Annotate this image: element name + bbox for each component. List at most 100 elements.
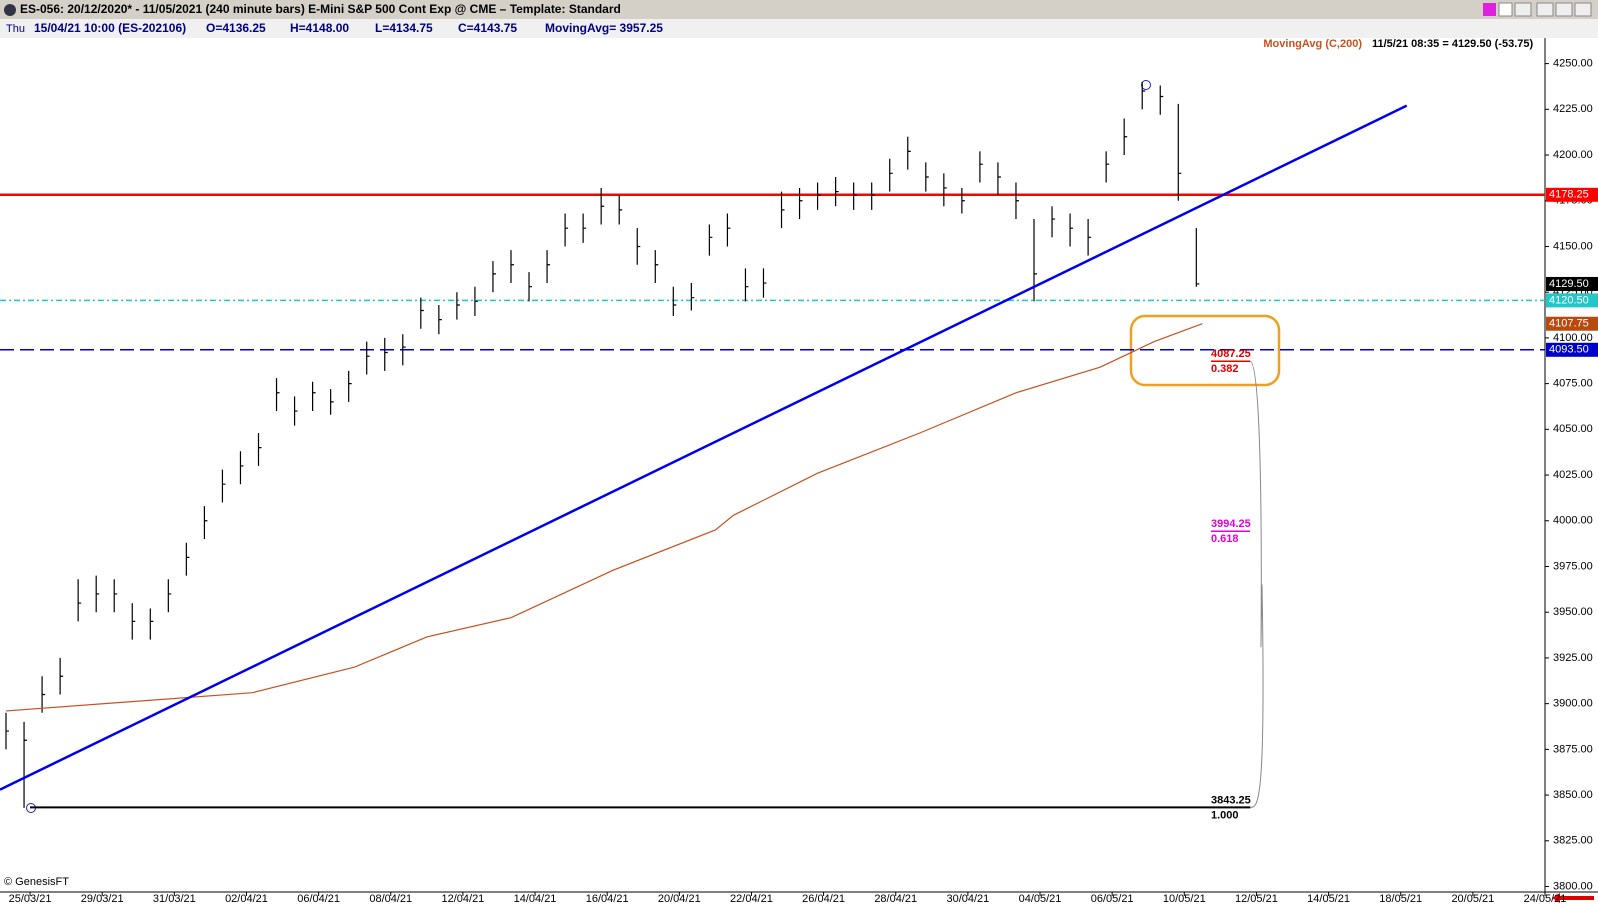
x-tick-label: 02/04/21 bbox=[225, 893, 268, 904]
price-bar bbox=[239, 451, 244, 485]
restore-button[interactable] bbox=[1555, 2, 1573, 17]
price-bar bbox=[816, 182, 821, 210]
price-bar bbox=[943, 173, 947, 207]
app-icon bbox=[4, 4, 16, 16]
fib-ratio: 0.618 bbox=[1211, 533, 1239, 545]
fib-price: 3994.25 bbox=[1211, 518, 1251, 530]
price-bar bbox=[23, 721, 28, 808]
price-bar bbox=[925, 162, 929, 192]
y-tick-label: 4100.00 bbox=[1553, 332, 1593, 344]
x-tick-label: 30/04/21 bbox=[946, 893, 989, 904]
bar-info: 15/04/21 10:00 (ES-202106) bbox=[34, 21, 186, 35]
price-bar bbox=[564, 213, 569, 247]
x-tick-label: 10/05/21 bbox=[1163, 893, 1206, 904]
price-bar bbox=[384, 337, 388, 371]
price-marker bbox=[1546, 316, 1598, 331]
price-bar bbox=[474, 286, 478, 316]
price-bar bbox=[907, 136, 911, 170]
window-buttons[interactable] bbox=[1483, 2, 1592, 17]
price-marker-label: 4178.25 bbox=[1549, 189, 1589, 201]
title-bar bbox=[0, 0, 1598, 19]
price-marker-label: 4093.50 bbox=[1549, 344, 1589, 356]
price-bar bbox=[438, 304, 442, 335]
price-bar bbox=[1141, 81, 1146, 110]
price-bar bbox=[546, 250, 551, 284]
x-tick-label: 04/05/21 bbox=[1019, 893, 1062, 904]
price-bar bbox=[366, 341, 370, 375]
x-tick-label: 31/03/21 bbox=[153, 893, 196, 904]
price-bar bbox=[690, 283, 695, 311]
fib-ratio: 1.000 bbox=[1211, 809, 1239, 821]
low: L=4134.75 bbox=[375, 21, 433, 35]
y-tick-label: 3875.00 bbox=[1553, 743, 1593, 755]
price-bar bbox=[762, 268, 767, 298]
price-bar bbox=[1195, 228, 1200, 287]
price-bar bbox=[744, 268, 749, 302]
y-tick-label: 3825.00 bbox=[1553, 835, 1593, 847]
price-bar bbox=[275, 378, 280, 412]
anchor-circle bbox=[1141, 80, 1151, 90]
arrows-button[interactable] bbox=[1514, 2, 1532, 17]
x-tick-label: 22/04/21 bbox=[730, 893, 773, 904]
copyright: © GenesisFT bbox=[4, 876, 69, 888]
y-tick-label: 3900.00 bbox=[1553, 698, 1593, 710]
x-tick-label: 08/04/21 bbox=[369, 893, 412, 904]
price-bar bbox=[798, 187, 803, 220]
price-bar bbox=[402, 334, 406, 366]
price-bar bbox=[185, 542, 190, 576]
price-bar bbox=[203, 506, 208, 540]
price-bar bbox=[672, 286, 677, 316]
x-tick-label: 18/05/21 bbox=[1379, 893, 1422, 904]
p-button[interactable] bbox=[1498, 2, 1513, 17]
price-bar bbox=[1051, 206, 1056, 238]
x-tick-label: 24/05/21 bbox=[1524, 893, 1567, 904]
price-bar bbox=[330, 389, 334, 415]
price-bar bbox=[420, 297, 424, 329]
price-bar bbox=[853, 182, 857, 210]
fib-price: 3843.25 bbox=[1211, 794, 1251, 806]
price-bar bbox=[835, 176, 839, 207]
price-bar bbox=[348, 370, 352, 402]
x-tick-label: 25/03/21 bbox=[9, 893, 52, 904]
price-bar bbox=[59, 657, 64, 695]
fib-bracket bbox=[1249, 360, 1264, 808]
minimize-button[interactable] bbox=[1536, 2, 1554, 17]
price-bar bbox=[510, 250, 514, 284]
open: O=4136.25 bbox=[206, 21, 266, 35]
price-bar bbox=[312, 381, 316, 412]
price-marker bbox=[1546, 342, 1598, 357]
scroll-arrow[interactable] bbox=[1552, 893, 1594, 903]
close: C=4143.75 bbox=[458, 21, 517, 35]
price-bar bbox=[1159, 85, 1164, 115]
x-tick-label: 06/05/21 bbox=[1091, 893, 1134, 904]
price-bar bbox=[979, 151, 983, 183]
x-tick-label: 29/03/21 bbox=[81, 893, 124, 904]
price-bar bbox=[95, 575, 100, 613]
x-tick-label: 28/04/21 bbox=[874, 893, 917, 904]
x-tick-label: 20/05/21 bbox=[1451, 893, 1494, 904]
price-marker bbox=[1546, 276, 1598, 291]
close-button[interactable] bbox=[1574, 2, 1592, 17]
price-bar bbox=[618, 195, 623, 225]
moving-average-legend: MovingAvg (C,200) bbox=[1263, 38, 1362, 50]
day: Thu bbox=[6, 23, 25, 35]
high: H=4148.00 bbox=[290, 21, 349, 35]
y-tick-label: 3850.00 bbox=[1553, 789, 1593, 801]
y-tick-label: 4075.00 bbox=[1553, 378, 1593, 390]
price-bar bbox=[636, 228, 641, 265]
x-tick-label: 14/04/21 bbox=[514, 893, 557, 904]
trendline bbox=[0, 104, 1408, 791]
last-price-note: 11/5/21 08:35 = 4129.50 (-53.75) bbox=[1372, 38, 1533, 50]
s-button[interactable] bbox=[1483, 3, 1496, 16]
window-title: ES-056: 20/12/2020* - 11/05/2021 (240 mi… bbox=[20, 2, 621, 16]
price-marker-label: 4120.50 bbox=[1549, 294, 1589, 306]
price-bar bbox=[293, 396, 298, 426]
price-bar bbox=[582, 213, 587, 243]
y-tick-label: 4000.00 bbox=[1553, 515, 1593, 527]
price-bar bbox=[1087, 219, 1092, 256]
price-bar bbox=[113, 579, 118, 613]
price-marker bbox=[1546, 293, 1598, 308]
x-tick-label: 16/04/21 bbox=[586, 893, 629, 904]
y-tick-label: 4150.00 bbox=[1553, 240, 1593, 252]
price-bar bbox=[1123, 118, 1128, 156]
